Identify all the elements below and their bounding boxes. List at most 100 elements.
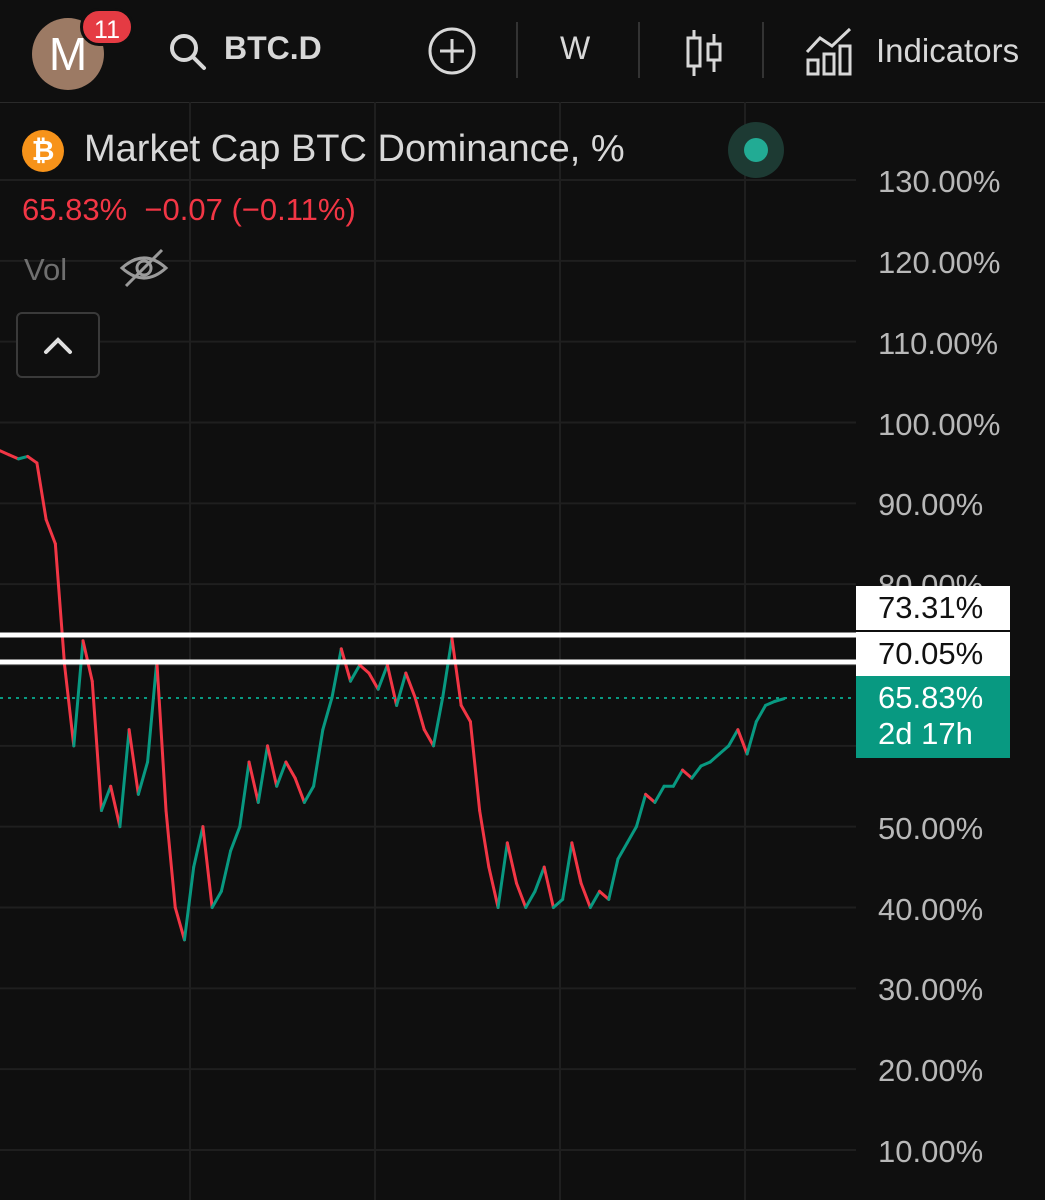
series-segment [265, 744, 279, 788]
series-segment [72, 639, 85, 748]
series-segment [219, 849, 233, 893]
series-segment [644, 792, 657, 804]
series-segment [53, 542, 67, 667]
series-segment [570, 841, 583, 885]
series-segment [653, 784, 666, 804]
series-segment [542, 865, 555, 909]
chevron-up-icon [44, 337, 72, 354]
series-segment [182, 865, 196, 942]
series-segment [35, 461, 48, 521]
series-segment [293, 776, 306, 804]
search-icon[interactable] [168, 32, 208, 72]
series-segment [201, 825, 214, 909]
price-series [0, 449, 786, 942]
last-value: 65.83% [22, 192, 128, 227]
series-segment [164, 809, 177, 909]
series-segment [459, 703, 472, 724]
toolbar-divider [516, 22, 518, 78]
series-segment [579, 881, 592, 909]
bar-countdown: 2d 17h [878, 716, 973, 751]
series-segment [302, 784, 316, 804]
series-segment [754, 703, 768, 724]
series-segment [385, 663, 399, 707]
series-segment [26, 454, 39, 465]
series-segment [155, 659, 168, 812]
series-segment [727, 728, 740, 748]
series-segment [625, 825, 638, 845]
series-segment [634, 792, 648, 829]
series-segment [533, 865, 546, 893]
series-segment [275, 760, 288, 788]
series-segment [7, 453, 20, 461]
level-tag-upper: 73.31% [856, 586, 1010, 630]
top-toolbar: M 11 BTC.D W Indicators [0, 0, 1045, 103]
price-tick-label: 50.00% [878, 810, 984, 846]
series-segment [136, 760, 150, 796]
series-segment [478, 809, 491, 869]
series-segment [690, 764, 703, 780]
series-segment [312, 728, 325, 788]
series-segment [376, 663, 389, 691]
change-percent: (−0.11%) [231, 192, 356, 227]
series-segment [515, 881, 528, 909]
price-tick-label: 10.00% [878, 1134, 984, 1169]
interval-selector[interactable]: W [560, 30, 591, 66]
series-segment [588, 889, 602, 909]
series-segment [505, 841, 519, 885]
collapse-legend-button[interactable] [16, 312, 100, 378]
price-tick-label: 20.00% [878, 1053, 984, 1089]
series-segment [441, 636, 454, 699]
level-tag-lower: 70.05% [856, 632, 1010, 676]
series-segment [699, 760, 712, 768]
series-segment [192, 825, 205, 869]
series-segment [395, 671, 408, 707]
toolbar-divider [762, 22, 764, 78]
series-segment [256, 744, 269, 804]
series-segment [524, 889, 537, 909]
series-segment [146, 659, 159, 764]
symbol-search[interactable]: BTC.D [224, 30, 322, 66]
series-segment [404, 671, 417, 699]
add-symbol-button[interactable] [428, 27, 476, 75]
series-segment [551, 897, 565, 909]
series-segment [616, 841, 629, 861]
series-segment [348, 663, 362, 683]
series-segment [99, 784, 113, 812]
indicators-button[interactable]: Indicators [876, 32, 1020, 69]
price-tick-label: 40.00% [878, 891, 984, 927]
series-segment [358, 663, 371, 675]
change-value: −0.07 [144, 192, 223, 227]
price-chart[interactable] [0, 102, 1045, 1200]
price-tick-label: 90.00% [878, 487, 984, 523]
horizontal-levels [0, 632, 856, 665]
series-segment [63, 663, 76, 748]
legend-values: 65.83% −0.07 (−0.11%) [22, 192, 356, 228]
series-segment [210, 889, 223, 909]
series-segment [487, 865, 500, 909]
series-segment [16, 454, 30, 461]
series-segment [607, 857, 620, 901]
series-segment [681, 768, 694, 780]
series-segment [229, 825, 242, 853]
series-segment [367, 671, 380, 691]
series-segment [598, 889, 611, 901]
series-segment [238, 760, 251, 829]
volume-label[interactable]: Vol [24, 252, 68, 287]
candlestick-chart-type-icon[interactable] [684, 28, 724, 78]
series-segment [0, 449, 11, 457]
series-segment [339, 647, 352, 683]
series-segment [127, 728, 140, 796]
series-segment [321, 695, 334, 732]
last-price-value: 65.83% [878, 680, 984, 715]
series-segment [44, 518, 57, 546]
series-segment [247, 760, 260, 804]
price-tick-label: 120.00% [878, 244, 1001, 280]
market-status-icon[interactable] [728, 122, 784, 178]
series-segment [717, 744, 731, 756]
indicators-icon[interactable] [804, 26, 854, 76]
hidden-eye-icon[interactable] [118, 246, 170, 290]
price-tick-label: 100.00% [878, 406, 1001, 442]
last-price-tag: 65.83% 2d 17h [856, 676, 1010, 758]
series-title[interactable]: Market Cap BTC Dominance, % [84, 128, 625, 170]
series-segment [422, 728, 436, 748]
